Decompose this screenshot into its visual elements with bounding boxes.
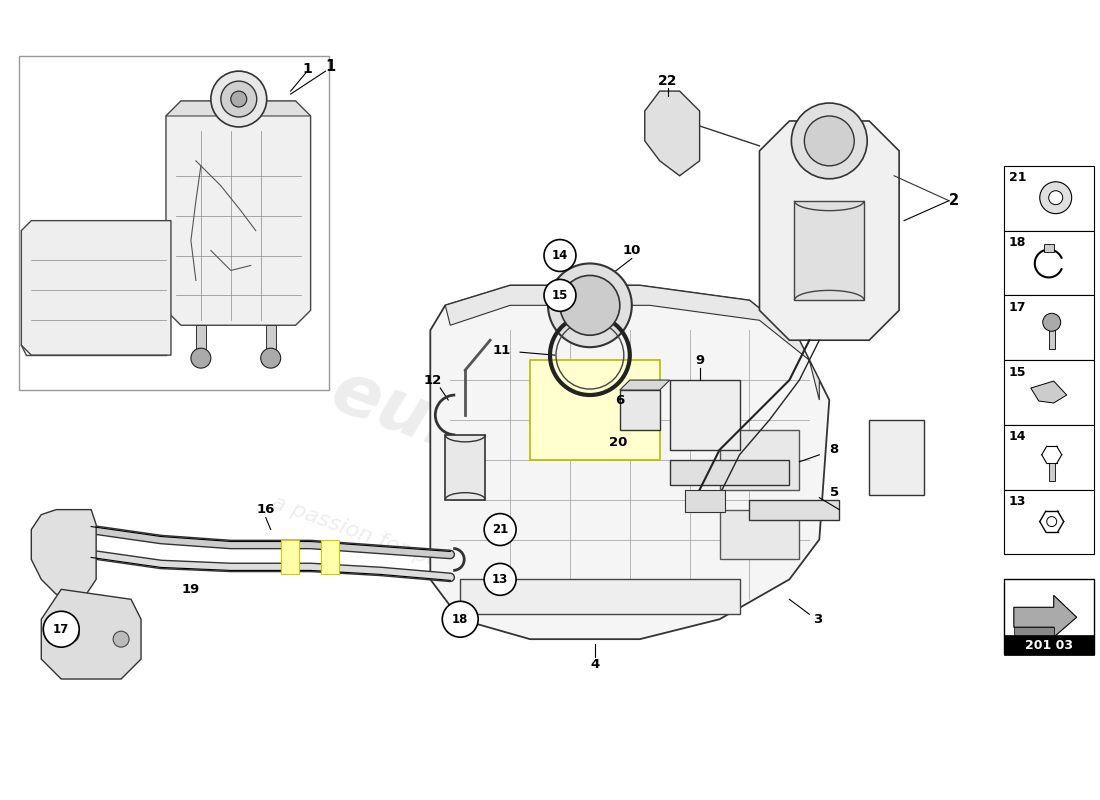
Circle shape xyxy=(442,602,478,637)
Bar xyxy=(1048,327,1055,349)
Text: 21: 21 xyxy=(1009,171,1026,184)
Bar xyxy=(794,201,865,300)
Bar xyxy=(869,420,924,494)
Text: eurocars: eurocars xyxy=(321,357,679,543)
Circle shape xyxy=(548,263,631,347)
Text: 201 03: 201 03 xyxy=(1025,638,1072,652)
Text: 20: 20 xyxy=(608,436,627,450)
Bar xyxy=(1048,462,1055,481)
Polygon shape xyxy=(619,390,660,430)
Bar xyxy=(446,435,485,500)
Polygon shape xyxy=(645,91,700,176)
Circle shape xyxy=(43,611,79,647)
Bar xyxy=(1004,230,1093,295)
Bar xyxy=(670,380,739,450)
Circle shape xyxy=(231,91,246,107)
Circle shape xyxy=(804,116,855,166)
Circle shape xyxy=(191,348,211,368)
Polygon shape xyxy=(759,121,899,340)
Polygon shape xyxy=(166,101,310,116)
Text: 18: 18 xyxy=(452,613,469,626)
Circle shape xyxy=(113,631,129,647)
Bar xyxy=(1004,425,1093,490)
Text: 8: 8 xyxy=(829,443,839,456)
Circle shape xyxy=(560,275,619,335)
Bar xyxy=(320,539,339,574)
Text: 14: 14 xyxy=(552,249,569,262)
Circle shape xyxy=(63,626,79,642)
Bar xyxy=(719,430,800,490)
Text: 22: 22 xyxy=(658,74,678,88)
Text: 1: 1 xyxy=(302,62,312,76)
Bar xyxy=(266,326,276,355)
Circle shape xyxy=(791,103,867,178)
Text: 16: 16 xyxy=(256,503,275,516)
Polygon shape xyxy=(619,380,670,390)
Circle shape xyxy=(1043,314,1060,331)
Polygon shape xyxy=(430,286,829,639)
Text: 17: 17 xyxy=(1009,301,1026,314)
Circle shape xyxy=(261,348,280,368)
Bar xyxy=(20,56,329,390)
Polygon shape xyxy=(1031,381,1067,403)
Circle shape xyxy=(1040,182,1071,214)
Text: 15: 15 xyxy=(552,289,569,302)
Text: 18: 18 xyxy=(1009,236,1026,249)
Bar xyxy=(280,539,298,574)
Text: 17: 17 xyxy=(53,622,69,636)
Polygon shape xyxy=(21,221,171,355)
Bar xyxy=(749,500,839,519)
Bar xyxy=(1004,295,1093,360)
Polygon shape xyxy=(166,101,310,326)
Circle shape xyxy=(484,563,516,595)
Polygon shape xyxy=(1014,627,1054,637)
Circle shape xyxy=(1047,517,1057,526)
Text: 21: 21 xyxy=(492,523,508,536)
Circle shape xyxy=(1048,190,1063,205)
Bar xyxy=(530,360,660,460)
Text: 6: 6 xyxy=(615,394,625,406)
Bar xyxy=(1004,166,1093,230)
Text: 10: 10 xyxy=(623,244,641,257)
Bar xyxy=(1044,243,1054,251)
Bar xyxy=(670,460,790,485)
Bar xyxy=(1004,579,1093,654)
Bar xyxy=(1004,635,1093,655)
Bar xyxy=(585,281,595,306)
Bar xyxy=(196,326,206,355)
Text: 13: 13 xyxy=(492,573,508,586)
Bar xyxy=(684,490,725,512)
Text: 1: 1 xyxy=(326,58,336,74)
Text: 13: 13 xyxy=(1009,495,1026,508)
Text: 9: 9 xyxy=(695,354,704,366)
Text: 4: 4 xyxy=(591,658,600,670)
Circle shape xyxy=(484,514,516,546)
Text: 2: 2 xyxy=(949,193,959,208)
Polygon shape xyxy=(1014,595,1077,637)
Text: 14: 14 xyxy=(1009,430,1026,443)
Polygon shape xyxy=(446,286,820,400)
Text: 19: 19 xyxy=(182,583,200,596)
Text: 15: 15 xyxy=(1009,366,1026,378)
Circle shape xyxy=(221,81,256,117)
Bar xyxy=(460,579,739,614)
Bar xyxy=(1004,490,1093,554)
Circle shape xyxy=(211,71,266,127)
Bar xyxy=(1004,360,1093,425)
Text: 5: 5 xyxy=(829,486,839,499)
Polygon shape xyxy=(42,590,141,679)
Text: 11: 11 xyxy=(493,344,512,357)
Circle shape xyxy=(544,279,576,311)
Text: a passion for parts since 1985: a passion for parts since 1985 xyxy=(268,493,592,626)
Text: 12: 12 xyxy=(424,374,441,386)
Bar xyxy=(719,510,800,559)
Polygon shape xyxy=(31,510,96,594)
Circle shape xyxy=(544,239,576,271)
Text: 3: 3 xyxy=(813,613,822,626)
